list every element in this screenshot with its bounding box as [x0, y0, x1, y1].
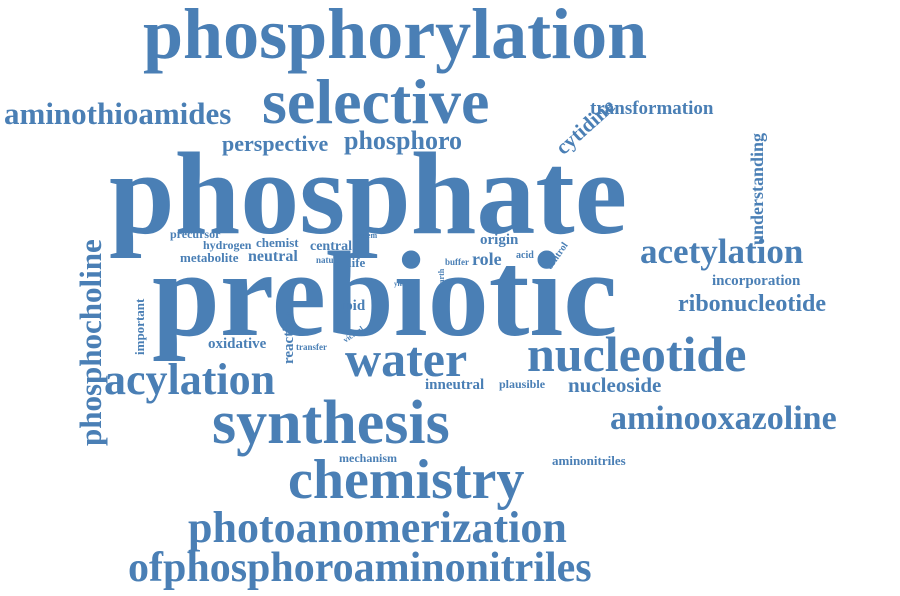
cloud-word: ribonucleotide [678, 291, 826, 317]
cloud-word: plausible [499, 377, 546, 391]
cloud-word: transformation [590, 98, 714, 119]
cloud-word: metabolite [180, 250, 239, 265]
cloud-word: reaction [281, 311, 297, 364]
cloud-word: aminooxazoline [610, 400, 837, 437]
cloud-word: phosphocholine [73, 239, 108, 446]
cloud-word: photoanomerization [188, 503, 567, 552]
cloud-word: precursor [170, 227, 221, 241]
cloud-word: ofphosphoroaminonitriles [128, 545, 592, 591]
cloud-word: yield [394, 280, 409, 288]
cloud-word: selective [262, 66, 490, 137]
cloud-word: prebiotic [152, 227, 618, 362]
cloud-word: incorporation [712, 273, 801, 289]
cloud-word: perspective [222, 131, 329, 156]
cloud-word: acylation [104, 355, 276, 404]
cloud-word: understanding [747, 132, 767, 245]
cloud-word: nucleoside [568, 373, 662, 397]
cloud-word: phosphate [109, 128, 628, 259]
cloud-word: natural [316, 255, 345, 265]
cloud-word: synthesis [212, 389, 450, 457]
cloud-word: nucleotide [527, 326, 747, 382]
cloud-word: hydrogen [203, 238, 252, 252]
cloud-word: transfer [296, 342, 327, 352]
cloud-word: lipid [336, 298, 366, 314]
cloud-word: origin [480, 232, 519, 248]
cloud-word: phosphoro [344, 126, 463, 155]
cloud-word: central [310, 239, 352, 254]
cloud-word: water [345, 331, 468, 387]
cloud-word: system [354, 231, 378, 240]
cloud-word: phosphorylation [143, 0, 648, 74]
cloud-word: neutral [248, 248, 298, 265]
cloud-word: aminonitriles [552, 453, 626, 468]
cloud-word: role [472, 249, 502, 269]
cloud-word: chemistry [288, 449, 525, 511]
cloud-word: mechanism [339, 451, 397, 465]
cloud-word: important [132, 298, 147, 355]
cloud-word: life [348, 255, 366, 270]
cloud-word: acetylation [640, 232, 804, 271]
cloud-word: inneutral [425, 377, 485, 393]
cloud-word: oxidative [208, 336, 267, 352]
cloud-word: aminothioamides [4, 96, 232, 131]
cloud-word: buffer [445, 257, 469, 267]
cloud-word: acid [516, 250, 534, 261]
cloud-word: chemist [256, 235, 299, 250]
